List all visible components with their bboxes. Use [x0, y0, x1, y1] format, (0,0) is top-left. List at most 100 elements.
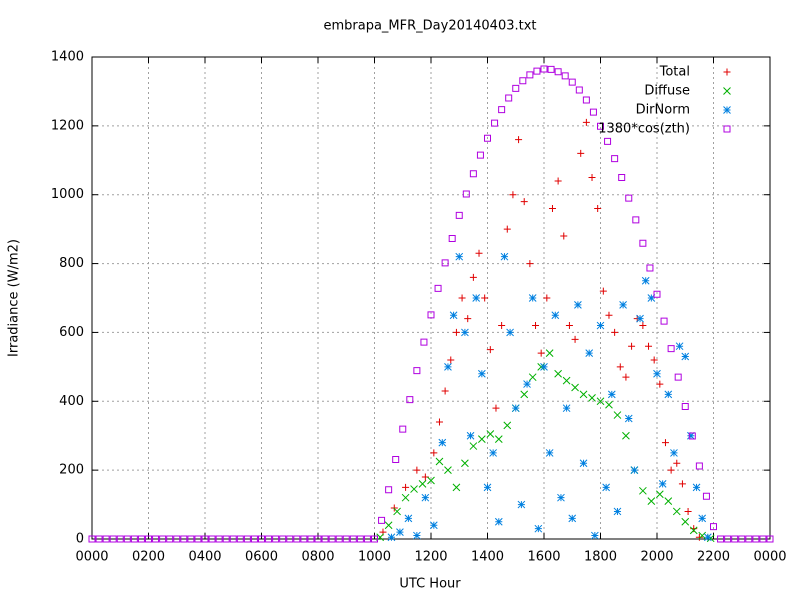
x-tick-label: 1600 — [527, 550, 560, 565]
data-point — [472, 294, 481, 302]
data-point — [458, 294, 466, 302]
data-point — [498, 322, 506, 330]
data-point — [462, 190, 470, 198]
data-point — [540, 363, 548, 371]
y-tick-label: 1400 — [51, 50, 84, 65]
data-point — [628, 342, 636, 350]
data-point — [653, 290, 661, 298]
data-point — [670, 449, 678, 457]
data-point — [661, 439, 669, 447]
data-point — [404, 514, 413, 523]
data-point — [532, 322, 540, 330]
data-point — [401, 493, 410, 502]
x-tick-label: 0000 — [753, 550, 786, 565]
data-point — [613, 507, 622, 516]
data-point — [698, 514, 707, 523]
data-point — [476, 151, 484, 159]
data-point — [588, 393, 596, 402]
data-point — [703, 533, 712, 542]
data-point — [427, 476, 435, 485]
data-point — [537, 349, 545, 357]
data-point — [698, 531, 707, 540]
data-point — [399, 425, 407, 433]
data-point — [243, 535, 251, 543]
data-point — [674, 373, 682, 381]
data-point — [540, 65, 548, 73]
data-point — [435, 418, 443, 426]
data-point — [512, 84, 520, 92]
data-point — [562, 376, 571, 385]
data-point — [681, 352, 690, 361]
x-tick-label: 1000 — [358, 550, 391, 565]
data-point — [655, 490, 664, 499]
data-point — [766, 535, 774, 543]
data-point — [548, 204, 556, 212]
data-point — [710, 523, 717, 531]
data-point — [152, 535, 160, 543]
data-point — [639, 322, 647, 330]
data-point — [222, 535, 230, 543]
data-point — [611, 155, 619, 163]
data-point — [605, 400, 613, 409]
data-point — [448, 234, 456, 242]
data-point — [441, 387, 449, 395]
y-tick-label: 1200 — [51, 118, 84, 133]
data-point — [647, 294, 656, 302]
data-point — [469, 442, 478, 450]
data-point — [597, 122, 604, 130]
data-point — [413, 466, 421, 474]
data-point — [557, 493, 565, 502]
data-point — [619, 301, 627, 309]
x-tick-label: 1800 — [584, 550, 617, 565]
data-point — [650, 356, 658, 364]
data-point — [430, 449, 438, 457]
data-point — [515, 136, 523, 144]
data-point — [215, 535, 223, 543]
data-point — [314, 535, 322, 543]
data-point — [410, 485, 418, 493]
data-point — [565, 322, 573, 330]
data-point — [554, 177, 562, 185]
data-point — [180, 535, 188, 543]
data-point — [434, 284, 442, 292]
data-point — [279, 535, 287, 543]
legend-label: Total — [659, 65, 690, 80]
data-point — [187, 535, 195, 543]
data-point — [528, 294, 537, 302]
data-point — [123, 535, 131, 543]
data-point — [444, 466, 452, 474]
data-point — [427, 311, 435, 319]
data-point — [561, 72, 569, 80]
data-point — [229, 535, 237, 543]
data-point — [464, 315, 472, 323]
y-tick-label: 200 — [59, 463, 84, 478]
data-point — [667, 345, 675, 353]
data-point — [455, 252, 464, 261]
data-point — [526, 260, 534, 268]
data-point — [385, 486, 393, 494]
data-point — [461, 328, 469, 337]
data-point — [477, 369, 486, 378]
data-point — [599, 287, 607, 295]
data-point — [574, 301, 582, 309]
data-point — [616, 363, 624, 371]
data-point — [517, 500, 526, 509]
data-point — [645, 342, 653, 350]
x-axis-label: UTC Hour — [399, 577, 461, 592]
data-point — [632, 216, 640, 224]
x-tick-label: 0600 — [245, 550, 278, 565]
data-point — [545, 449, 554, 457]
x-tick-label: 0400 — [188, 550, 221, 565]
data-point — [371, 535, 378, 543]
data-point — [738, 535, 746, 543]
data-point — [523, 380, 531, 388]
data-point — [481, 294, 489, 302]
data-point — [413, 367, 421, 375]
data-point — [503, 225, 511, 233]
data-point — [579, 459, 588, 468]
data-point — [562, 404, 571, 413]
data-point — [602, 483, 611, 492]
data-point — [494, 435, 503, 444]
data-point — [449, 311, 458, 320]
data-point — [102, 535, 110, 543]
